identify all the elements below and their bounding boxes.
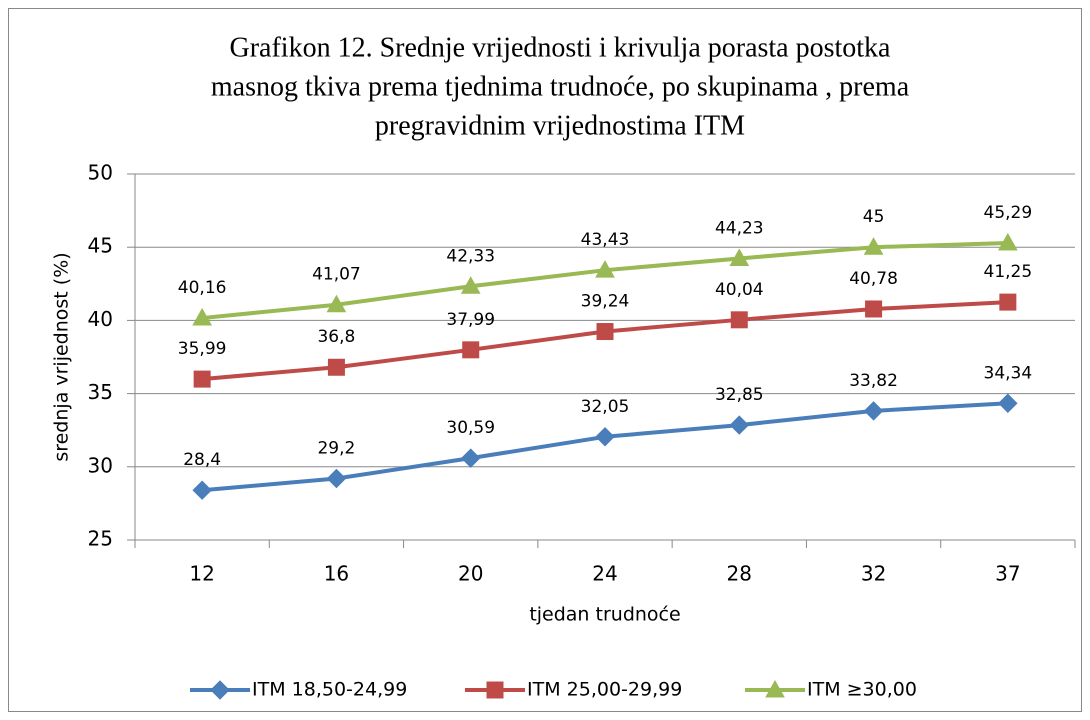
- point: [192, 480, 212, 500]
- x-tick-label: 12: [189, 562, 214, 586]
- point: [462, 341, 480, 359]
- legend-label: ITM ≥30,00: [807, 679, 917, 701]
- data-label: 28,4: [183, 450, 221, 470]
- point: [998, 393, 1018, 413]
- x-tick-label: 37: [995, 562, 1020, 586]
- legend-label: ITM 18,50-24,99: [252, 679, 407, 701]
- data-label: 36,8: [317, 327, 355, 347]
- legend-marker: [486, 681, 504, 699]
- point: [863, 237, 884, 255]
- point: [461, 448, 481, 468]
- data-label: 35,99: [178, 339, 227, 359]
- y-axis-label: srednja vrijednost (%): [51, 252, 73, 461]
- chart-title: pregravidnim vrijednostima ITM: [375, 110, 745, 141]
- x-tick-label: 28: [727, 562, 752, 586]
- data-label: 37,99: [446, 310, 495, 330]
- y-tick-label: 50: [88, 161, 113, 185]
- point: [865, 300, 883, 318]
- point: [863, 401, 884, 421]
- legend-marker: [765, 679, 785, 698]
- point: [192, 308, 212, 326]
- data-label: 45,29: [984, 203, 1033, 223]
- legend-marker: [210, 680, 230, 700]
- point: [595, 427, 615, 447]
- data-label: 40,04: [715, 280, 764, 300]
- x-axis-label: tjedan trudnoće: [529, 604, 680, 626]
- data-label: 32,05: [581, 397, 630, 417]
- data-label: 40,78: [849, 269, 898, 289]
- point: [327, 358, 345, 376]
- chart-title: masnog tkiva prema tjednima trudnoće, po…: [211, 71, 910, 102]
- data-label: 39,24: [581, 292, 630, 312]
- data-label: 40,16: [178, 278, 227, 298]
- data-label: 32,85: [715, 385, 764, 405]
- data-label: 30,59: [446, 418, 495, 438]
- y-tick-label: 35: [88, 380, 113, 404]
- data-label: 43,43: [581, 230, 630, 250]
- point: [595, 260, 615, 278]
- chart-title: Grafikon 12. Srednje vrijednosti i krivu…: [230, 32, 892, 63]
- point: [596, 323, 614, 341]
- point: [998, 232, 1018, 251]
- x-tick-label: 20: [458, 562, 483, 586]
- data-label: 33,82: [849, 371, 898, 391]
- y-tick-label: 25: [88, 527, 113, 551]
- point: [326, 468, 347, 489]
- data-label: 29,2: [317, 439, 355, 459]
- x-tick-label: 24: [592, 562, 617, 586]
- data-label: 45: [863, 207, 885, 227]
- y-tick-label: 30: [88, 453, 113, 477]
- y-tick-label: 40: [88, 307, 113, 331]
- y-tick-label: 45: [88, 234, 113, 258]
- point: [460, 276, 481, 294]
- data-label: 34,34: [984, 363, 1033, 383]
- data-label: 41,25: [984, 262, 1033, 282]
- point: [730, 311, 748, 329]
- point: [193, 370, 211, 388]
- data-label: 42,33: [446, 246, 495, 266]
- point: [326, 294, 347, 313]
- x-tick-label: 16: [324, 562, 349, 586]
- point: [999, 293, 1017, 311]
- chart-border: [8, 8, 1082, 712]
- x-tick-label: 32: [861, 562, 886, 586]
- point: [729, 415, 749, 435]
- point: [729, 248, 750, 266]
- data-label: 41,07: [312, 265, 361, 285]
- legend-label: ITM 25,00-29,99: [527, 679, 682, 701]
- data-label: 44,23: [715, 218, 764, 238]
